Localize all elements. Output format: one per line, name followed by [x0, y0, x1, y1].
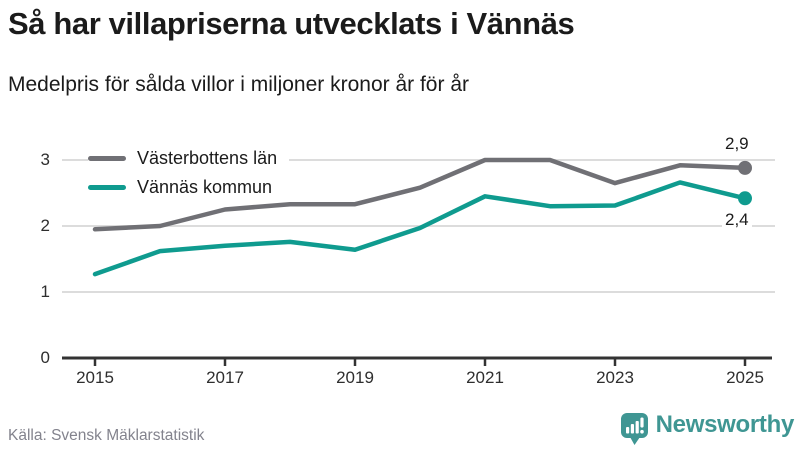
legend-label: Västerbottens län	[137, 147, 278, 168]
x-axis-tick-2015: 2015	[76, 368, 114, 387]
legend-swatch-teal	[88, 184, 126, 190]
series-end-value-kommun: 2,4	[722, 210, 752, 230]
x-axis-tick-2023: 2023	[596, 368, 634, 387]
x-axis-tick-2019: 2019	[336, 368, 374, 387]
legend-item-vasterbottens-lan: Västerbottens län	[88, 144, 290, 172]
y-axis-tick-3: 3	[40, 150, 50, 169]
newsworthy-logo: Newsworthy	[620, 409, 794, 448]
x-axis-tick-2025: 2025	[726, 368, 764, 387]
legend-item-vannas-kommun: Vännäs kommun	[88, 173, 290, 201]
legend-swatch-gray	[88, 155, 126, 161]
series-end-value-lan: 2,9	[722, 134, 752, 154]
chart-subtitle: Medelpris för sålda villor i miljoner kr…	[8, 73, 469, 96]
y-axis-tick-1: 1	[40, 282, 50, 301]
x-axis-tick-2017: 2017	[206, 368, 244, 387]
chart-title: Så har villapriserna utvecklats i Vännäs	[8, 6, 575, 41]
y-axis-tick-0: 0	[40, 348, 50, 367]
newsworthy-wordmark: Newsworthy	[655, 411, 795, 438]
newsworthy-bubble-chart-icon	[620, 413, 648, 445]
source-note: Källa: Svensk Mäklarstatistik	[8, 427, 205, 444]
y-axis-tick-2: 2	[40, 216, 50, 235]
legend-label: Vännäs kommun	[137, 176, 273, 197]
legend: Västerbottens län Vännäs kommun	[88, 144, 290, 201]
x-axis-tick-2021: 2021	[466, 368, 504, 387]
